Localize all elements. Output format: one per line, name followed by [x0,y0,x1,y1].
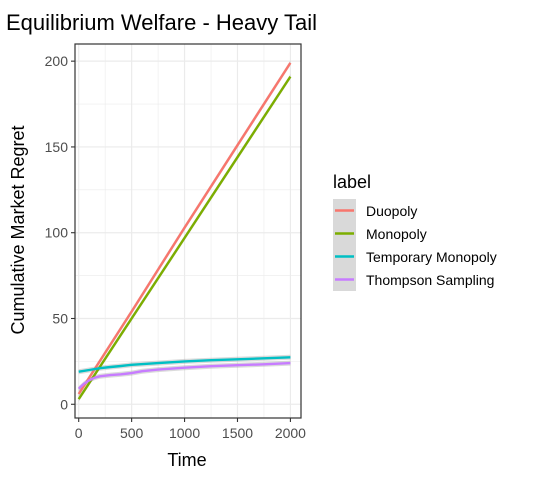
y-axis: 0 50 100 150 200 [45,53,75,412]
chart-title: Equilibrium Welfare - Heavy Tail [6,10,317,35]
series-line-thompson-sampling [77,361,291,390]
legend-label: Temporary Monopoly [366,249,497,265]
y-tick-label: 150 [45,139,69,155]
series-line-duopoly [77,62,292,395]
y-tick-label: 0 [60,396,68,412]
x-tick-label: 500 [120,425,144,441]
x-axis-label: Time [167,450,206,470]
series-line-monopoly [77,75,292,400]
series-lines [77,62,292,400]
plot-panel [74,43,302,419]
y-tick-label: 50 [52,310,68,326]
y-tick-label: 100 [45,225,69,241]
x-tick-label: 1500 [222,425,253,441]
x-tick-label: 1000 [169,425,200,441]
plot-border [74,43,302,419]
y-axis-label: Cumulative Market Regret [8,125,28,334]
x-tick-label: 0 [75,425,83,441]
legend-label: Duopoly [366,203,417,219]
series-line-temporary-monopoly [78,356,291,373]
legend-label: Monopoly [366,226,427,242]
x-tick-label: 2000 [275,425,306,441]
legend-title: label [333,172,371,192]
legend-label: Thompson Sampling [366,272,494,288]
y-tick-label: 200 [45,53,69,69]
x-axis: 0 500 1000 1500 2000 [75,418,306,441]
legend: label Duopoly Monopoly Temporary Monopoly T… [333,172,497,291]
